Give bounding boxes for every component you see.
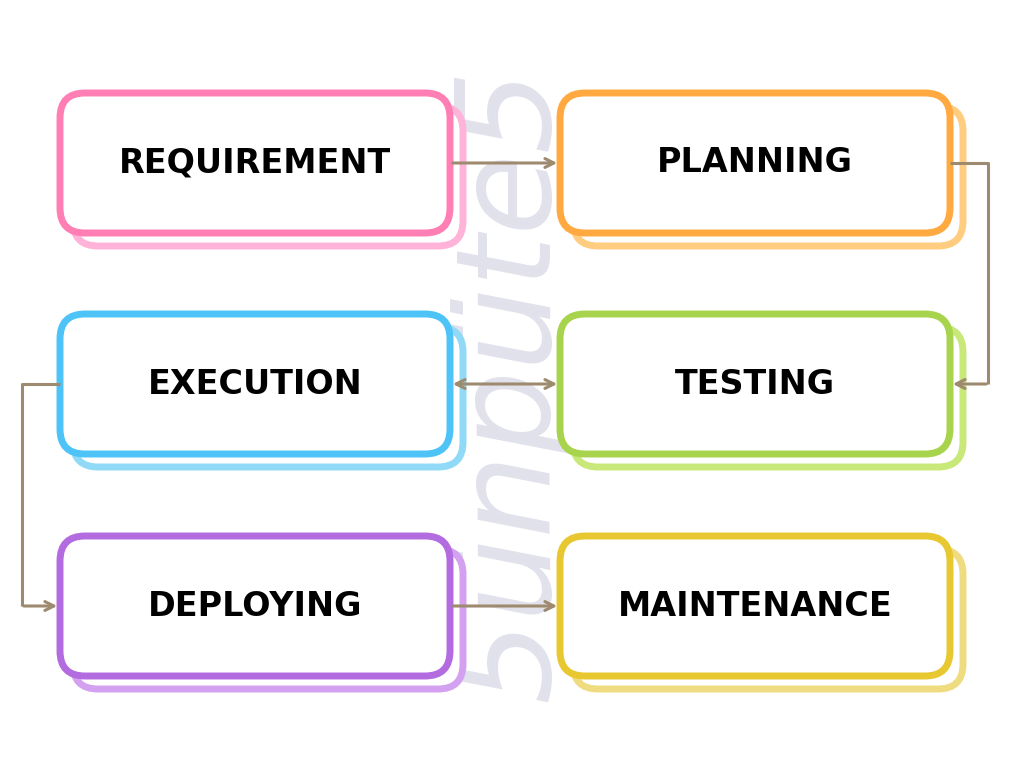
FancyBboxPatch shape	[73, 106, 463, 246]
FancyBboxPatch shape	[573, 327, 963, 467]
FancyBboxPatch shape	[60, 536, 450, 676]
Text: DEPLOYING: DEPLOYING	[147, 590, 362, 623]
FancyBboxPatch shape	[73, 327, 463, 467]
Text: REQUIREMENT: REQUIREMENT	[119, 147, 391, 180]
FancyBboxPatch shape	[573, 106, 963, 246]
FancyBboxPatch shape	[60, 314, 450, 454]
Text: PLANNING: PLANNING	[657, 147, 853, 180]
FancyBboxPatch shape	[560, 536, 950, 676]
FancyBboxPatch shape	[573, 549, 963, 689]
FancyBboxPatch shape	[73, 549, 463, 689]
Text: 5ünpüte5: 5ünpüte5	[449, 66, 575, 702]
FancyBboxPatch shape	[60, 93, 450, 233]
FancyBboxPatch shape	[560, 93, 950, 233]
Text: MAINTENANCE: MAINTENANCE	[617, 590, 892, 623]
Text: TESTING: TESTING	[675, 368, 835, 400]
FancyBboxPatch shape	[560, 314, 950, 454]
Text: EXECUTION: EXECUTION	[147, 368, 362, 400]
